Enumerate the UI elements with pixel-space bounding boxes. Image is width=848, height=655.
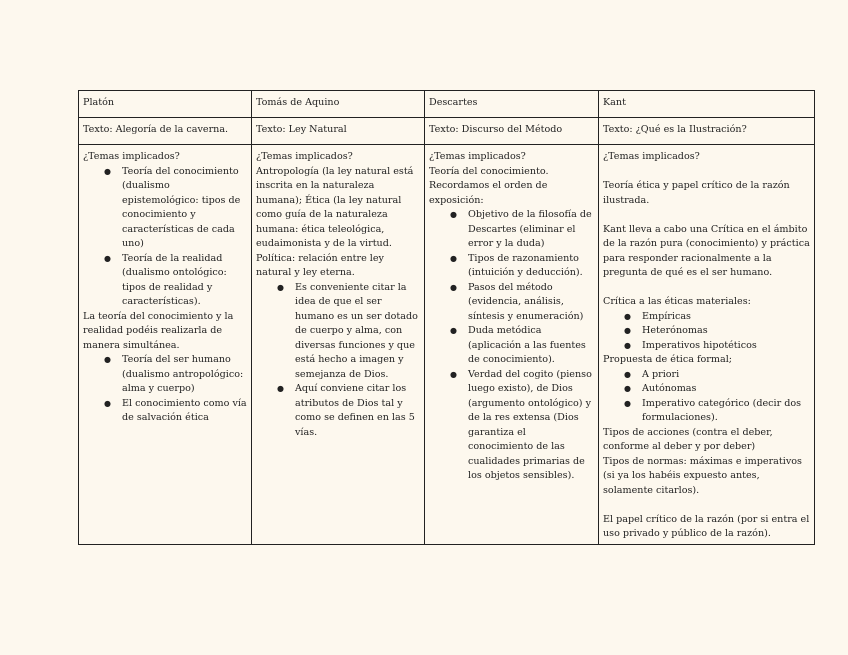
list-item: El conocimiento como vía de salvación ét…: [104, 397, 247, 426]
topics-cell: ¿Temas implicados? Teoría del conocimient…: [78, 144, 252, 545]
paragraph: ¿Temas implicados?: [83, 151, 180, 162]
bullet-list: Teoría del conocimiento (dualismo episte…: [83, 165, 247, 310]
paragraph: ¿Temas implicados?: [603, 151, 700, 162]
paragraph: Antropología (la ley natural está inscri…: [256, 165, 414, 279]
list-item: Verdad del cogito (pienso luego existo),…: [450, 368, 594, 484]
philosophers-table: Platón Tomás de Aquino Descartes Kant Texto…: [78, 90, 815, 545]
list-item: Autónomas: [624, 382, 810, 397]
author-cell: Descartes: [424, 90, 599, 118]
paragraph: Tipos de normas: máximas e imperativos (…: [603, 455, 802, 496]
paragraph: Tipos de acciones (contra el deber, conf…: [603, 426, 773, 453]
author-cell: Tomás de Aquino: [251, 90, 425, 118]
topics-cell: ¿Temas implicados? Teoría del conocimient…: [424, 144, 599, 545]
paragraph: ¿Temas implicados?: [429, 151, 526, 162]
list-item: Heterónomas: [624, 324, 810, 339]
list-item: Duda metódica (aplicación a las fuentes …: [450, 324, 594, 368]
text-title-cell: Texto: Discurso del Método: [424, 117, 599, 145]
paragraph: Recordamos el orden de exposición:: [429, 180, 548, 206]
list-item: Pasos del método (evidencia, análisis, s…: [450, 281, 594, 325]
blank-line: [603, 165, 810, 180]
text-title-cell: Texto: Alegoría de la caverna.: [78, 117, 252, 145]
paragraph: Teoría ética y papel crítico de la razón…: [603, 180, 790, 206]
author-cell: Platón: [78, 90, 252, 118]
list-item: Teoría de la realidad (dualismo ontológi…: [104, 252, 247, 310]
list-item: Aquí conviene citar los atributos de Dio…: [277, 382, 420, 440]
bullet-list: Es conveniente citar la idea de que el s…: [256, 281, 420, 441]
list-item: Teoría del conocimiento (dualismo episte…: [104, 165, 247, 252]
bullet-list: EmpíricasHeterónomasImperativos hipotéti…: [603, 310, 810, 354]
list-item: Tipos de razonamiento (intuición y deduc…: [450, 252, 594, 281]
blank-line: [603, 281, 810, 296]
paragraph: Kant lleva a cabo una Crítica en el ámbi…: [603, 223, 810, 279]
list-item: Empíricas: [624, 310, 810, 325]
topics-cell: ¿Temas implicados? Antropología (la ley n…: [251, 144, 425, 545]
paragraph: El papel crítico de la razón (por si ent…: [603, 513, 810, 540]
text-title-cell: Texto: Ley Natural: [251, 117, 425, 145]
topics-row: ¿Temas implicados? Teoría del conocimient…: [78, 144, 815, 545]
bullet-list: A prioriAutónomasImperativo categórico (…: [603, 368, 810, 426]
text-row: Texto: Alegoría de la caverna. Texto: Ley…: [78, 117, 815, 145]
bullet-list: Teoría del ser humano (dualismo antropol…: [83, 353, 247, 426]
list-item: Imperativo categórico (decir dos formula…: [624, 397, 810, 426]
list-item: Imperativos hipotéticos: [624, 339, 810, 354]
list-item: Es conveniente citar la idea de que el s…: [277, 281, 420, 383]
blank-line: [603, 498, 810, 513]
list-item: Teoría del ser humano (dualismo antropol…: [104, 353, 247, 397]
paragraph: Propuesta de ética formal;: [603, 354, 733, 365]
paragraph: ¿Temas implicados?: [256, 151, 353, 162]
author-row: Platón Tomás de Aquino Descartes Kant: [78, 90, 815, 118]
list-item: Objetivo de la filosofía de Descartes (e…: [450, 208, 594, 252]
paragraph: Teoría del conocimiento.: [429, 165, 549, 177]
blank-line: [603, 208, 810, 223]
paragraph: Crítica a las éticas materiales:: [603, 296, 751, 307]
paragraph: La teoría del conocimiento y la realidad…: [83, 310, 234, 351]
list-item: A priori: [624, 368, 810, 383]
author-cell: Kant: [598, 90, 815, 118]
bullet-list: Objetivo de la filosofía de Descartes (e…: [429, 208, 594, 484]
text-title-cell: Texto: ¿Qué es la Ilustración?: [598, 117, 815, 145]
topics-cell: ¿Temas implicados? Teoría ética y papel c…: [598, 144, 815, 545]
